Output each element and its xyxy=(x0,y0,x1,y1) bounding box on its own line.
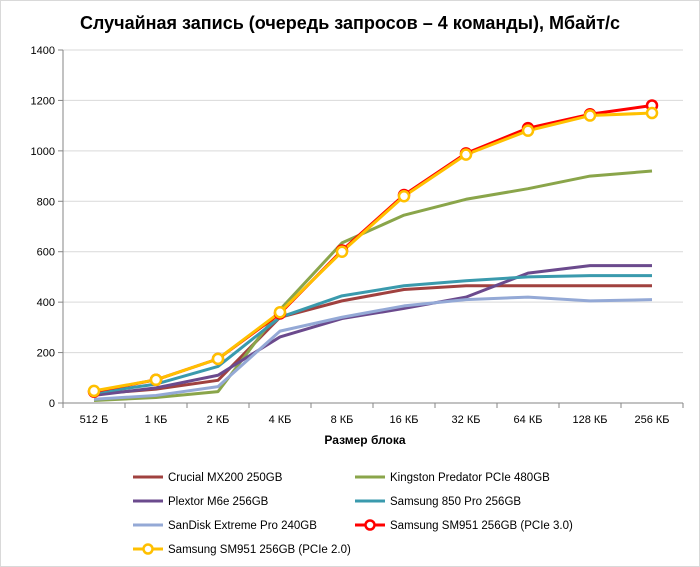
data-point xyxy=(87,384,101,398)
data-point xyxy=(273,305,287,319)
legend-marker xyxy=(142,543,154,555)
series-line xyxy=(93,295,653,401)
x-tick-label: 512 Б xyxy=(80,414,109,426)
legend-label: Plextor M6e 256GB xyxy=(168,496,269,508)
y-tick-label: 600 xyxy=(37,247,55,259)
y-tick-label: 1200 xyxy=(31,95,55,107)
series-line xyxy=(93,169,653,402)
y-tick-label: 200 xyxy=(37,348,55,360)
plot-area xyxy=(87,99,659,402)
legend-item: Samsung 850 Pro 256GB xyxy=(355,496,521,508)
legend-marker xyxy=(364,519,376,531)
x-tick-label: 128 КБ xyxy=(572,414,607,426)
data-point xyxy=(645,106,659,120)
legend-label: Kingston Predator PCIe 480GB xyxy=(390,472,550,484)
series-line xyxy=(93,264,652,397)
legend-label: Crucial MX200 250GB xyxy=(168,472,283,484)
series-line xyxy=(93,103,653,394)
y-tick-label: 1000 xyxy=(31,146,55,158)
x-tick-label: 2 КБ xyxy=(207,414,230,426)
grid xyxy=(63,49,683,354)
data-point xyxy=(335,245,349,258)
data-point xyxy=(459,148,473,161)
data-point xyxy=(397,189,411,203)
legend-item: Crucial MX200 250GB xyxy=(133,472,283,484)
data-point xyxy=(583,109,597,122)
series-line xyxy=(93,111,653,393)
y-tick-label: 1400 xyxy=(31,45,55,57)
x-tick-label: 32 КБ xyxy=(452,414,481,426)
y-tick-label: 400 xyxy=(37,297,55,309)
legend-item: Plextor M6e 256GB xyxy=(133,496,269,508)
x-axis-title: Размер блока xyxy=(324,433,405,447)
legend-label: Samsung SM951 256GB (PCIe 3.0) xyxy=(390,520,573,532)
y-tick-label: 800 xyxy=(37,196,55,208)
legend-label: SanDisk Extreme Pro 240GB xyxy=(168,520,317,532)
legend-label: Samsung 850 Pro 256GB xyxy=(390,496,521,508)
legend-item: Samsung SM951 256GB (PCIe 2.0) xyxy=(133,543,351,556)
axes: 0 200 400 600 800 1000 1200 1400 512 Б 1 КБ 2 КБ 4 … xyxy=(31,45,684,426)
legend-item: SanDisk Extreme Pro 240GB xyxy=(133,520,317,532)
data-point xyxy=(149,373,163,387)
x-tick-label: 4 КБ xyxy=(269,414,292,426)
legend-label: Samsung SM951 256GB (PCIe 2.0) xyxy=(168,544,351,556)
legend-item: Samsung SM951 256GB (PCIe 3.0) xyxy=(355,519,573,532)
legend-item: Kingston Predator PCIe 480GB xyxy=(355,472,550,484)
series-line xyxy=(93,274,652,395)
x-tick-label: 16 КБ xyxy=(390,414,419,426)
y-tick-label: 0 xyxy=(49,398,55,410)
data-point xyxy=(521,124,535,137)
series-line xyxy=(93,284,652,396)
x-tick-label: 8 КБ xyxy=(331,414,354,426)
x-tick-label: 1 КБ xyxy=(145,414,168,426)
legend: Crucial MX200 250GB Kingston Predator PCI… xyxy=(133,472,573,556)
x-tick-label: 64 КБ xyxy=(514,414,543,426)
chart-title: Случайная запись (очередь запросов – 4 к… xyxy=(80,13,620,33)
x-tick-label: 256 КБ xyxy=(634,414,669,426)
data-point xyxy=(211,352,225,366)
